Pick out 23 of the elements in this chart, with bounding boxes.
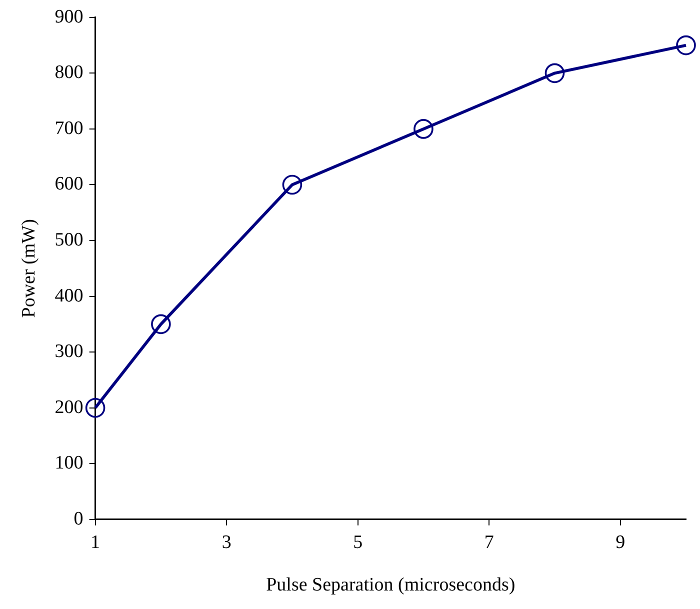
point: [282, 174, 302, 195]
x-tick-label: 7: [484, 532, 494, 553]
y-tick-label: 700: [54, 118, 84, 139]
point: [676, 35, 696, 56]
y-tick-label: 200: [54, 396, 84, 418]
x-tick-label: 1: [90, 532, 100, 553]
y-tick-label: 800: [54, 62, 84, 84]
x-tick-label: 9: [616, 532, 626, 553]
y-tick-label: 900: [54, 6, 84, 28]
x-axis-title: Pulse Separation (microseconds): [266, 574, 516, 596]
point: [544, 63, 565, 84]
point: [414, 119, 434, 139]
y-tick-label: 100: [54, 452, 84, 474]
point: [151, 314, 171, 334]
x-tick-label: 3: [222, 532, 232, 553]
y-tick-label: 600: [54, 174, 84, 195]
y-tick-label: 500: [54, 229, 84, 250]
y-tick-label: 400: [54, 285, 84, 306]
point: [85, 398, 106, 418]
x-tick-label: 5: [353, 532, 363, 553]
y-tick-label: 300: [54, 341, 84, 362]
y-tick-label: 0: [74, 508, 84, 530]
y-axis-title: Power (mW): [18, 219, 40, 318]
